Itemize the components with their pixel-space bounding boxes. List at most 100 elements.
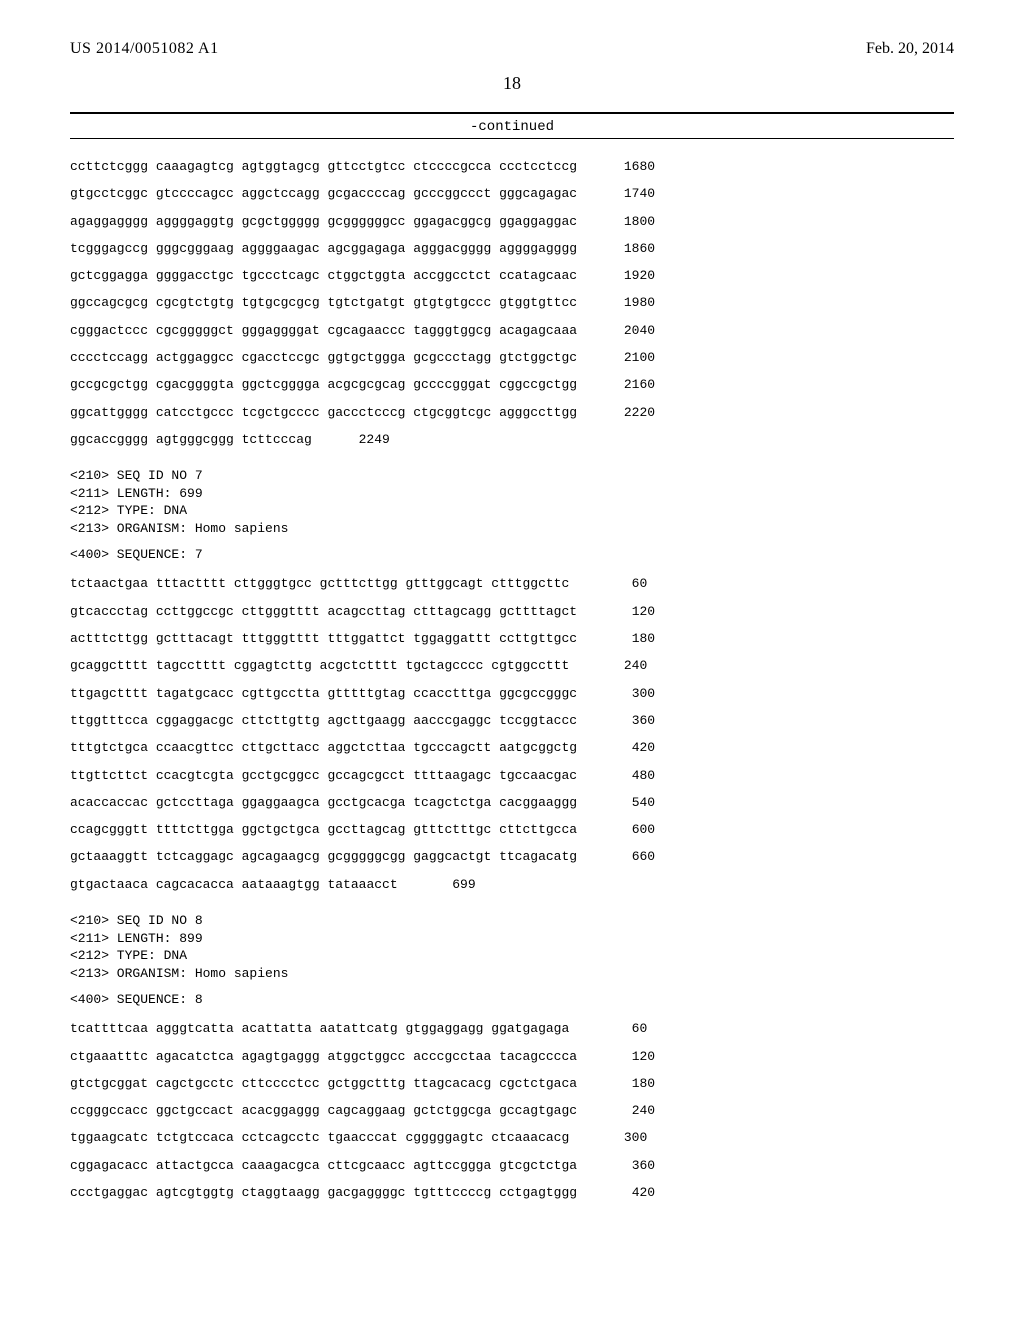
sequence-groups: gtgactaaca cagcacacca aataaagtgg tataaac…: [70, 871, 398, 898]
sequence-continued: ccttctcggg caaagagtcg agtggtagcg gttcctg…: [70, 153, 954, 453]
sequence-line: actttcttgg gctttacagt tttgggtttt tttggat…: [70, 625, 954, 652]
sequence-position: 660: [595, 843, 655, 870]
sequence-position: 2249: [330, 426, 390, 453]
sequence-groups: agaggagggg aggggaggtg gcgctggggg gcggggg…: [70, 208, 577, 235]
sequence-line: cccctccagg actggaggcc cgacctccgc ggtgctg…: [70, 344, 954, 371]
sequence-position: 300: [587, 1124, 647, 1151]
sequence-groups: cggagacacc attactgcca caaagacgca cttcgca…: [70, 1152, 577, 1179]
sequence-groups: tggaagcatc tctgtccaca cctcagcctc tgaaccc…: [70, 1124, 569, 1151]
sequence-groups: acaccaccac gctccttaga ggaggaagca gcctgca…: [70, 789, 577, 816]
sequence-position: 480: [595, 762, 655, 789]
sequence-line: ccctgaggac agtcgtggtg ctaggtaagg gacgagg…: [70, 1179, 954, 1206]
sequence-8: tcattttcaa agggtcatta acattatta aatattca…: [70, 1015, 954, 1206]
sequence-line: gtcaccctag ccttggccgc cttgggtttt acagcct…: [70, 598, 954, 625]
sequence-groups: gcaggctttt tagcctttt cggagtcttg acgctctt…: [70, 652, 569, 679]
sequence-position: 300: [595, 680, 655, 707]
sequence-position: 420: [595, 734, 655, 761]
sequence-line: gctaaaggtt tctcaggagc agcagaagcg gcggggg…: [70, 843, 954, 870]
continued-rule: -continued: [70, 112, 954, 139]
sequence-position: 240: [595, 1097, 655, 1124]
sequence-position: 2040: [595, 317, 655, 344]
sequence-line: ccttctcggg caaagagtcg agtggtagcg gttcctg…: [70, 153, 954, 180]
sequence-groups: ccttctcggg caaagagtcg agtggtagcg gttcctg…: [70, 153, 577, 180]
sequence-groups: gtcaccctag ccttggccgc cttgggtttt acagcct…: [70, 598, 577, 625]
sequence-position: 1920: [595, 262, 655, 289]
sequence-groups: ggcattgggg catcctgccc tcgctgcccc gaccctc…: [70, 399, 577, 426]
sequence-groups: gtgcctcggc gtccccagcc aggctccagg gcgaccc…: [70, 180, 577, 207]
sequence-line: gtgcctcggc gtccccagcc aggctccagg gcgaccc…: [70, 180, 954, 207]
sequence-groups: ttgttcttct ccacgtcgta gcctgcggcc gccagcg…: [70, 762, 577, 789]
sequence-groups: actttcttgg gctttacagt tttgggtttt tttggat…: [70, 625, 577, 652]
sequence-position: 360: [595, 707, 655, 734]
sequence-line: tttgtctgca ccaacgttcc cttgcttacc aggctct…: [70, 734, 954, 761]
sequence-position: 120: [595, 598, 655, 625]
seq-meta-8: <210> SEQ ID NO 8 <211> LENGTH: 899 <212…: [70, 912, 954, 982]
sequence-groups: gctcggagga ggggacctgc tgccctcagc ctggctg…: [70, 262, 577, 289]
sequence-line: cggagacacc attactgcca caaagacgca cttcgca…: [70, 1152, 954, 1179]
patent-page: US 2014/0051082 A1 Feb. 20, 2014 18 -con…: [0, 0, 1024, 1320]
sequence-line: ggcattgggg catcctgccc tcgctgcccc gaccctc…: [70, 399, 954, 426]
sequence-position: 540: [595, 789, 655, 816]
sequence-line: gctcggagga ggggacctgc tgccctcagc ctggctg…: [70, 262, 954, 289]
sequence-position: 2220: [595, 399, 655, 426]
sequence-groups: ggccagcgcg cgcgtctgtg tgtgcgcgcg tgtctga…: [70, 289, 577, 316]
sequence-position: 60: [587, 570, 647, 597]
sequence-line: ggccagcgcg cgcgtctgtg tgtgcgcgcg tgtctga…: [70, 289, 954, 316]
sequence-position: 240: [587, 652, 647, 679]
sequence-line: ctgaaatttc agacatctca agagtgaggg atggctg…: [70, 1043, 954, 1070]
continued-label: -continued: [470, 119, 554, 135]
sequence-line: ccgggccacc ggctgccact acacggaggg cagcagg…: [70, 1097, 954, 1124]
sequence-line: acaccaccac gctccttaga ggaggaagca gcctgca…: [70, 789, 954, 816]
sequence-position: 2160: [595, 371, 655, 398]
sequence-position: 1980: [595, 289, 655, 316]
publication-date: Feb. 20, 2014: [866, 40, 954, 58]
seq-meta-7: <210> SEQ ID NO 7 <211> LENGTH: 699 <212…: [70, 467, 954, 537]
seq-header-8: <400> SEQUENCE: 8: [70, 992, 954, 1007]
sequence-position: 120: [595, 1043, 655, 1070]
sequence-groups: cccctccagg actggaggcc cgacctccgc ggtgctg…: [70, 344, 577, 371]
sequence-position: 600: [595, 816, 655, 843]
sequence-position: 60: [587, 1015, 647, 1042]
sequence-groups: ttggtttcca cggaggacgc cttcttgttg agcttga…: [70, 707, 577, 734]
seq-header-7: <400> SEQUENCE: 7: [70, 547, 954, 562]
sequence-line: gccgcgctgg cgacggggta ggctcgggga acgcgcg…: [70, 371, 954, 398]
sequence-groups: ttgagctttt tagatgcacc cgttgcctta gtttttg…: [70, 680, 577, 707]
sequence-line: gtctgcggat cagctgcctc cttcccctcc gctggct…: [70, 1070, 954, 1097]
sequence-groups: gtctgcggat cagctgcctc cttcccctcc gctggct…: [70, 1070, 577, 1097]
sequence-position: 360: [595, 1152, 655, 1179]
sequence-position: 1740: [595, 180, 655, 207]
sequence-position: 699: [416, 871, 476, 898]
sequence-position: 1680: [595, 153, 655, 180]
sequence-line: ttggtttcca cggaggacgc cttcttgttg agcttga…: [70, 707, 954, 734]
sequence-line: ttgttcttct ccacgtcgta gcctgcggcc gccagcg…: [70, 762, 954, 789]
sequence-groups: cgggactccc cgcgggggct gggaggggat cgcagaa…: [70, 317, 577, 344]
sequence-position: 420: [595, 1179, 655, 1206]
sequence-position: 180: [595, 625, 655, 652]
sequence-position: 2100: [595, 344, 655, 371]
sequence-line: cgggactccc cgcgggggct gggaggggat cgcagaa…: [70, 317, 954, 344]
sequence-line: tctaactgaa tttactttt cttgggtgcc gctttctt…: [70, 570, 954, 597]
sequence-line: gcaggctttt tagcctttt cggagtcttg acgctctt…: [70, 652, 954, 679]
publication-number: US 2014/0051082 A1: [70, 40, 219, 58]
sequence-groups: tcgggagccg gggcgggaag aggggaagac agcggag…: [70, 235, 577, 262]
sequence-line: agaggagggg aggggaggtg gcgctggggg gcggggg…: [70, 208, 954, 235]
sequence-line: ccagcgggtt ttttcttgga ggctgctgca gccttag…: [70, 816, 954, 843]
sequence-groups: tcattttcaa agggtcatta acattatta aatattca…: [70, 1015, 569, 1042]
sequence-position: 180: [595, 1070, 655, 1097]
sequence-groups: ccctgaggac agtcgtggtg ctaggtaagg gacgagg…: [70, 1179, 577, 1206]
sequence-groups: gctaaaggtt tctcaggagc agcagaagcg gcggggg…: [70, 843, 577, 870]
page-number: 18: [70, 73, 954, 94]
sequence-groups: tctaactgaa tttactttt cttgggtgcc gctttctt…: [70, 570, 569, 597]
sequence-line: ggcaccgggg agtgggcggg tcttcccag 2249: [70, 426, 954, 453]
sequence-groups: ccgggccacc ggctgccact acacggaggg cagcagg…: [70, 1097, 577, 1124]
sequence-position: 1800: [595, 208, 655, 235]
sequence-groups: ccagcgggtt ttttcttgga ggctgctgca gccttag…: [70, 816, 577, 843]
header-row: US 2014/0051082 A1 Feb. 20, 2014: [70, 40, 954, 58]
sequence-position: 1860: [595, 235, 655, 262]
sequence-line: ttgagctttt tagatgcacc cgttgcctta gtttttg…: [70, 680, 954, 707]
sequence-groups: ggcaccgggg agtgggcggg tcttcccag: [70, 426, 312, 453]
sequence-groups: ctgaaatttc agacatctca agagtgaggg atggctg…: [70, 1043, 577, 1070]
sequence-groups: tttgtctgca ccaacgttcc cttgcttacc aggctct…: [70, 734, 577, 761]
sequence-line: tggaagcatc tctgtccaca cctcagcctc tgaaccc…: [70, 1124, 954, 1151]
sequence-line: tcgggagccg gggcgggaag aggggaagac agcggag…: [70, 235, 954, 262]
